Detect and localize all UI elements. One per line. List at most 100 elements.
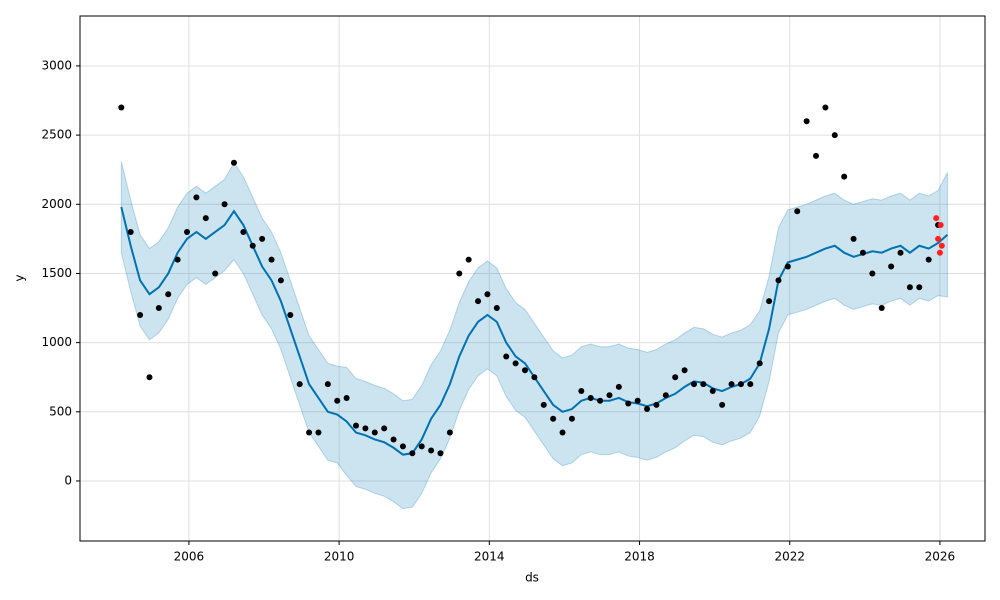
observation xyxy=(615,383,622,390)
observation xyxy=(174,256,181,263)
observation xyxy=(936,249,943,256)
observation xyxy=(728,381,735,388)
y-tick-label: 1000 xyxy=(41,335,72,349)
observation xyxy=(277,277,284,284)
observation xyxy=(381,425,388,432)
observation xyxy=(503,353,510,360)
observation xyxy=(737,381,744,388)
y-tick-label: 1500 xyxy=(41,266,72,280)
observation xyxy=(653,401,660,408)
x-axis-label: ds xyxy=(525,571,539,585)
observation xyxy=(240,228,247,235)
observation xyxy=(146,374,153,381)
observation xyxy=(925,256,932,263)
observation xyxy=(493,305,500,312)
x-tick-label: 2026 xyxy=(925,550,956,564)
observation xyxy=(259,235,266,242)
observation xyxy=(784,263,791,270)
observation xyxy=(869,270,876,277)
observation xyxy=(794,208,801,215)
observation xyxy=(559,429,566,436)
observation xyxy=(230,159,237,166)
observation xyxy=(249,242,256,249)
observation xyxy=(766,298,773,305)
observation xyxy=(165,291,172,298)
observation xyxy=(212,270,219,277)
observation xyxy=(550,415,557,422)
observation xyxy=(409,450,416,457)
observation xyxy=(334,397,341,404)
observation xyxy=(118,104,125,111)
observation xyxy=(597,397,604,404)
x-tick-label: 2010 xyxy=(324,550,355,564)
observation xyxy=(578,388,585,395)
observation xyxy=(775,277,782,284)
observation xyxy=(531,374,538,381)
observation xyxy=(606,392,613,399)
observation xyxy=(521,367,528,374)
observation xyxy=(221,201,228,208)
observation xyxy=(681,367,688,374)
uncertainty-band xyxy=(120,161,948,510)
x-tick-label: 2022 xyxy=(774,550,805,564)
observation xyxy=(324,381,331,388)
y-axis-label: y xyxy=(13,274,27,281)
observation xyxy=(155,305,162,312)
observation xyxy=(418,443,425,450)
observation xyxy=(625,400,632,407)
observation xyxy=(813,152,820,159)
observation xyxy=(390,436,397,443)
observation xyxy=(878,305,885,312)
observation xyxy=(935,235,942,242)
plot-frame xyxy=(79,15,986,542)
observation xyxy=(756,360,763,367)
observation xyxy=(568,415,575,422)
observation xyxy=(644,406,651,413)
observation xyxy=(193,194,200,201)
observation xyxy=(137,311,144,318)
observation xyxy=(700,381,707,388)
observation xyxy=(672,374,679,381)
observation xyxy=(127,228,134,235)
observation xyxy=(343,394,350,401)
observation xyxy=(296,381,303,388)
observation xyxy=(428,447,435,454)
observation xyxy=(371,429,378,436)
observation xyxy=(456,270,463,277)
observation xyxy=(822,104,829,111)
observation xyxy=(362,425,369,432)
observation xyxy=(184,228,191,235)
observation xyxy=(484,291,491,298)
observation xyxy=(897,249,904,256)
y-tick-label: 500 xyxy=(49,404,72,418)
observation xyxy=(662,392,669,399)
observation xyxy=(306,429,313,436)
observation xyxy=(933,215,940,222)
observation xyxy=(937,222,944,229)
observation xyxy=(512,360,519,367)
observation xyxy=(437,450,444,457)
observation xyxy=(268,256,275,263)
observation xyxy=(202,215,209,222)
observation xyxy=(841,173,848,180)
observation xyxy=(475,298,482,305)
observation xyxy=(850,235,857,242)
observation xyxy=(831,132,838,139)
observation xyxy=(888,263,895,270)
y-tick-label: 3000 xyxy=(41,58,72,72)
observation xyxy=(803,118,810,125)
observation xyxy=(287,311,294,318)
observation xyxy=(446,429,453,436)
observation xyxy=(916,284,923,291)
observation xyxy=(906,284,913,291)
observation xyxy=(353,422,360,429)
observation xyxy=(587,394,594,401)
x-tick-label: 2006 xyxy=(174,550,205,564)
observation xyxy=(315,429,322,436)
observation xyxy=(399,443,406,450)
observation xyxy=(465,256,472,263)
y-tick-label: 0 xyxy=(64,473,72,487)
